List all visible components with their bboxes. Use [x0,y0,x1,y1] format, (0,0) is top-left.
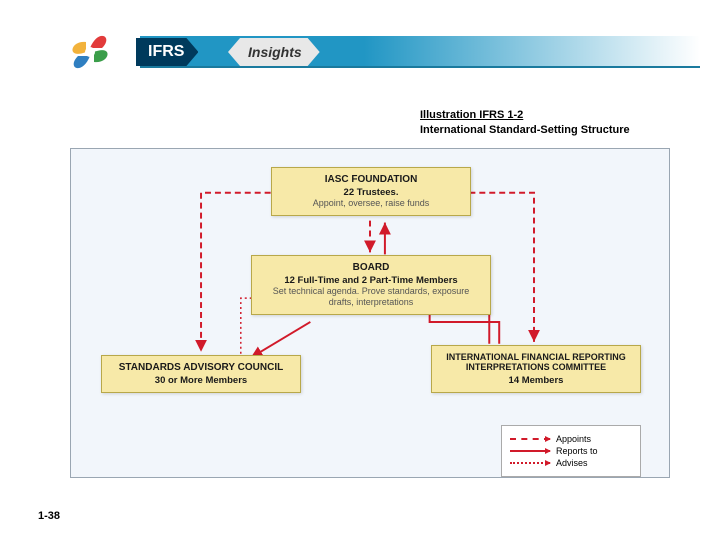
legend-box: Appoints Reports to Advises [501,425,641,477]
header-banner: IFRS Insights [60,32,700,72]
node-iasc-desc: Appoint, oversee, raise funds [280,198,462,209]
legend-row-appoints: Appoints [510,434,632,444]
caption-line1: Illustration IFRS 1-2 [420,108,630,123]
header-bar [140,36,700,68]
node-iasc-foundation: IASC FOUNDATION 22 Trustees. Appoint, ov… [271,167,471,216]
node-ifric-sub: 14 Members [440,375,632,386]
caption-line2: International Standard-Setting Structure [420,123,630,138]
diagram-frame: IASC FOUNDATION 22 Trustees. Appoint, ov… [70,148,670,478]
node-ifric: INTERNATIONAL FINANCIAL REPORTING INTERP… [431,345,641,393]
node-iasc-title: IASC FOUNDATION [280,174,462,185]
header-insights-chevron: Insights [228,38,320,66]
header-ifrs-chevron: IFRS [136,38,198,66]
legend-label-appoints: Appoints [556,434,591,444]
legend-label-advises: Advises [556,458,588,468]
illustration-caption: Illustration IFRS 1-2 International Stan… [420,108,630,138]
legend-line-appoints-icon [510,438,550,440]
legend-line-advises-icon [510,462,550,464]
ifrs-logo-icon [60,24,120,80]
node-board: BOARD 12 Full-Time and 2 Part-Time Membe… [251,255,491,315]
node-board-desc: Set technical agenda. Prove standards, e… [260,286,482,308]
node-sac-title: STANDARDS ADVISORY COUNCIL [110,362,292,373]
node-sac: STANDARDS ADVISORY COUNCIL 30 or More Me… [101,355,301,393]
node-board-sub: 12 Full-Time and 2 Part-Time Members [260,275,482,286]
page-number: 1-38 [38,510,60,522]
legend-row-reports: Reports to [510,446,632,456]
node-board-title: BOARD [260,262,482,273]
node-ifric-title: INTERNATIONAL FINANCIAL REPORTING INTERP… [440,352,632,373]
legend-line-reports-icon [510,450,550,452]
legend-label-reports: Reports to [556,446,598,456]
node-sac-sub: 30 or More Members [110,375,292,386]
legend-row-advises: Advises [510,458,632,468]
node-iasc-sub: 22 Trustees. [280,187,462,198]
